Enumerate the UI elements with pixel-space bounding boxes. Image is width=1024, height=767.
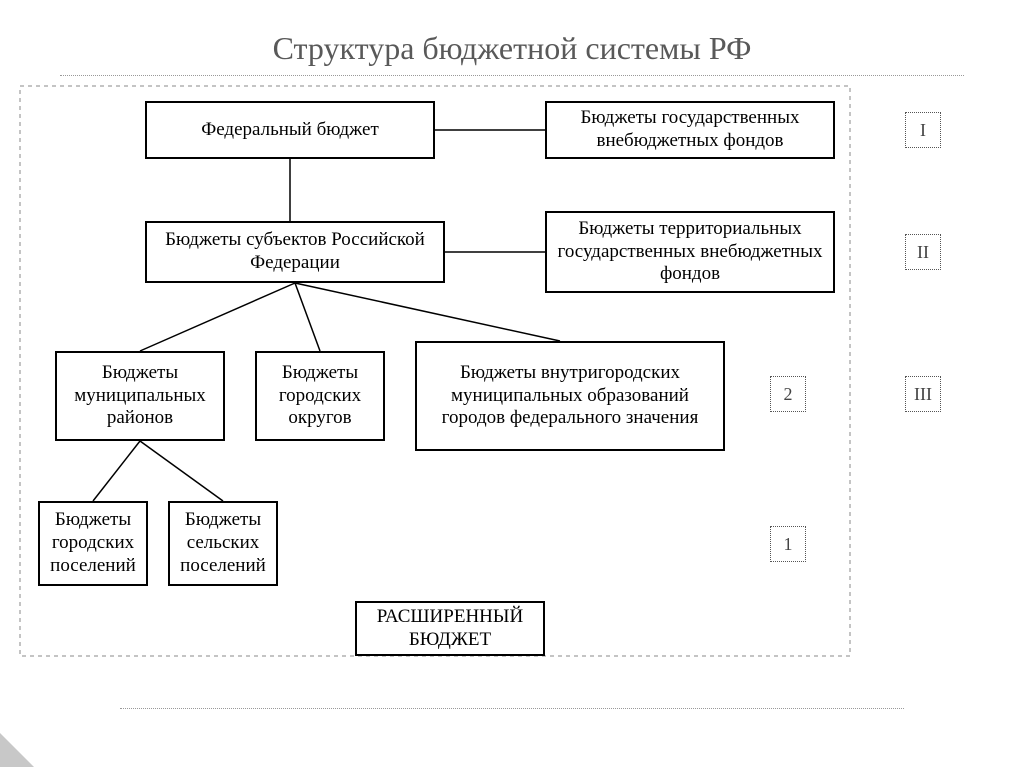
corner-triangle-icon	[0, 733, 34, 767]
node-label: Бюджеты субъектов Российской Федерации	[153, 229, 437, 275]
level-label-1: 1	[770, 526, 806, 562]
node-federal-budget: Федеральный бюджет	[145, 101, 435, 159]
level-text: 2	[784, 384, 793, 405]
node-state-extrabudget: Бюджеты государственных внебюджетных фон…	[545, 101, 835, 159]
level-label-III: III	[905, 376, 941, 412]
level-label-2: 2	[770, 376, 806, 412]
node-label: Бюджеты городских поселений	[46, 509, 140, 577]
node-label: Бюджеты внутригородских муниципальных об…	[423, 362, 717, 430]
divider-bottom	[120, 708, 904, 709]
node-label: Бюджеты государственных внебюджетных фон…	[553, 107, 827, 153]
node-subjects: Бюджеты субъектов Российской Федерации	[145, 221, 445, 283]
node-extended: РАСШИРЕННЫЙ БЮДЖЕТ	[355, 601, 545, 656]
node-rural: Бюджеты сельских поселений	[168, 501, 278, 586]
node-intracity: Бюджеты внутригородских муниципальных об…	[415, 341, 725, 451]
level-label-I: I	[905, 112, 941, 148]
node-label: Бюджеты городских округов	[263, 362, 377, 430]
node-label: Бюджеты сельских поселений	[176, 509, 270, 577]
page-title: Структура бюджетной системы РФ	[0, 0, 1024, 75]
level-text: 1	[784, 534, 793, 555]
node-label: Бюджеты территориальных государственных …	[553, 218, 827, 286]
node-label: РАСШИРЕННЫЙ БЮДЖЕТ	[363, 606, 537, 652]
node-label: Федеральный бюджет	[201, 119, 379, 142]
diagram-area: Федеральный бюджет Бюджеты государственн…	[0, 76, 1024, 736]
node-municipal: Бюджеты муниципальных районов	[55, 351, 225, 441]
level-label-II: II	[905, 234, 941, 270]
node-city-districts: Бюджеты городских округов	[255, 351, 385, 441]
node-urban: Бюджеты городских поселений	[38, 501, 148, 586]
level-text: I	[920, 120, 926, 141]
node-territorial-extrabudget: Бюджеты территориальных государственных …	[545, 211, 835, 293]
node-label: Бюджеты муниципальных районов	[63, 362, 217, 430]
level-text: III	[914, 384, 932, 405]
level-text: II	[917, 242, 929, 263]
